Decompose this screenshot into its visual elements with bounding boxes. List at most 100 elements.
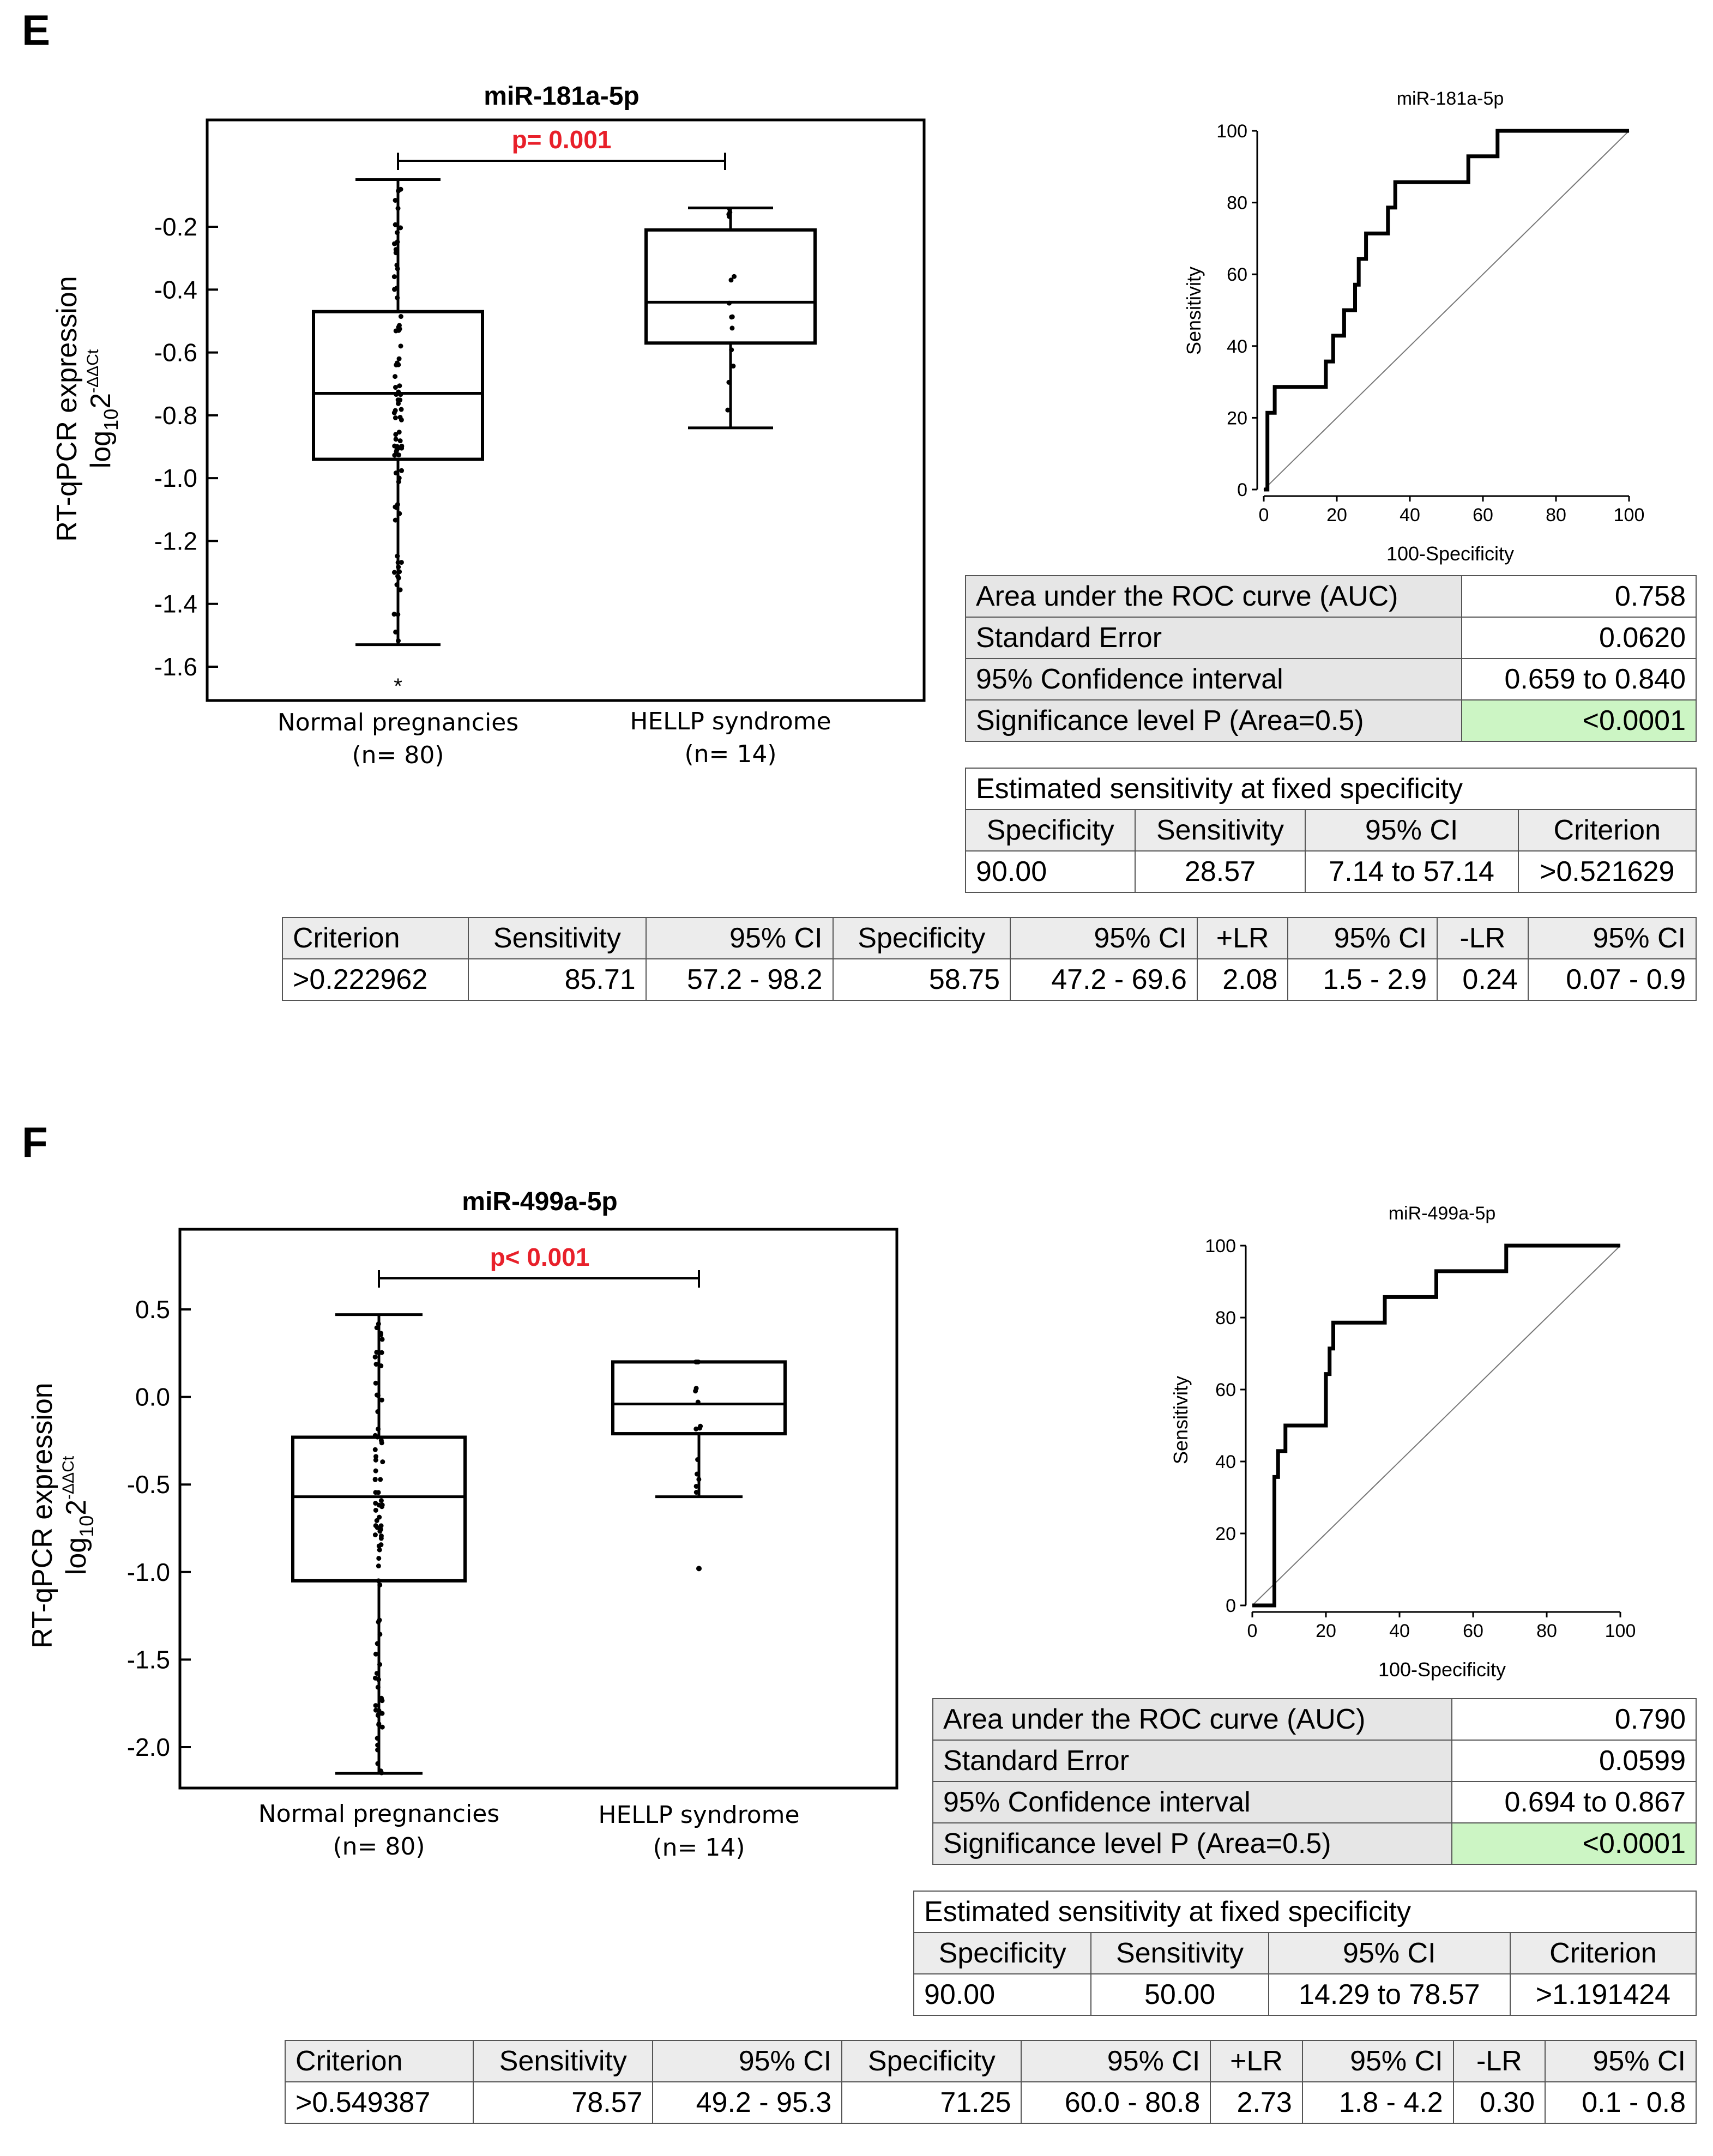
y-tick-label: -1.5	[127, 1645, 170, 1674]
y-tick-label: 0.0	[135, 1383, 170, 1411]
p-value: <0.0001	[1461, 699, 1697, 742]
data-point	[393, 415, 398, 420]
data-point	[375, 1684, 381, 1690]
roc-y-tick-label: 40	[1215, 1452, 1236, 1472]
data-point	[695, 1457, 701, 1463]
auc-value: 0.758	[1461, 575, 1697, 618]
roc-y-tick-label: 60	[1227, 264, 1247, 285]
crit-header: 95% CI	[1301, 2040, 1454, 2082]
y-tick-label: -0.5	[127, 1470, 170, 1499]
data-point	[726, 379, 732, 385]
data-point	[399, 468, 405, 473]
crit-header: Sensitivity	[468, 917, 647, 959]
est-table-title: Estimated sensitivity at fixed specifici…	[913, 1891, 1697, 1933]
data-point	[374, 1518, 379, 1523]
data-point	[397, 383, 402, 389]
p-label: Significance level P (Area=0.5)	[965, 699, 1462, 742]
data-point	[372, 1354, 378, 1360]
auc-label: Area under the ROC curve (AUC)	[965, 575, 1462, 618]
data-point	[393, 385, 398, 390]
y-tick-label: -1.0	[127, 1558, 170, 1586]
data-point	[732, 274, 737, 279]
data-point	[377, 1514, 382, 1520]
data-point	[696, 1477, 702, 1482]
roc-y-tick-label: 80	[1215, 1308, 1236, 1328]
roc-x-tick-label: 60	[1473, 505, 1493, 526]
data-point	[376, 1426, 381, 1432]
roc-e-ylabel: Sensitivity	[1183, 267, 1205, 355]
data-point	[374, 1350, 379, 1355]
data-point	[729, 347, 734, 353]
crit-header: 95% CI	[1545, 2040, 1697, 2082]
boxplot-f-pvalue: p< 0.001	[490, 1243, 590, 1271]
roc-reference-line	[1252, 1245, 1621, 1606]
boxplot-f-group2-n: (n= 14)	[653, 1834, 745, 1862]
roc-e-plot: 00 20 20 40 40 60 60 80 80 100 100	[1216, 121, 1644, 526]
data-point	[378, 1542, 384, 1548]
crit-header: Specificity	[841, 2040, 1022, 2082]
data-point	[379, 1440, 384, 1446]
box	[644, 228, 817, 345]
data-point	[396, 389, 401, 395]
data-point	[377, 1617, 382, 1623]
se-value: 0.0620	[1461, 617, 1697, 659]
data-point	[393, 374, 398, 379]
data-point	[393, 629, 399, 635]
p-value: <0.0001	[1451, 1822, 1697, 1865]
data-point	[375, 1434, 380, 1440]
data-point	[373, 1501, 378, 1506]
data-point	[394, 360, 400, 366]
box	[611, 1360, 787, 1436]
data-point	[379, 1397, 384, 1403]
data-point	[397, 569, 402, 575]
crit-cell: 0.07 - 0.9	[1527, 958, 1697, 1001]
crit-header: 95% CI	[1527, 917, 1697, 959]
crit-header: Criterion	[281, 917, 469, 959]
data-point	[378, 1768, 383, 1774]
data-point	[379, 1337, 385, 1342]
roc-y-tick-label: 20	[1215, 1524, 1236, 1544]
data-point	[394, 582, 400, 588]
est-table-f: Estimated sensitivity at fixed specifici…	[913, 1891, 1697, 2016]
est-cell: 7.14 to 57.14	[1304, 850, 1519, 893]
crit-cell: 60.0 - 80.8	[1021, 2081, 1211, 2124]
data-point	[731, 364, 736, 369]
data-point	[376, 1490, 381, 1495]
svg-text:log102-ΔΔCt: log102-ΔΔCt	[84, 349, 122, 468]
data-point	[397, 438, 403, 444]
est-cell: 90.00	[964, 850, 1136, 893]
roc-y-tick-label: 0	[1226, 1596, 1236, 1616]
roc-x-tick-label: 60	[1463, 1621, 1483, 1641]
data-point	[395, 573, 401, 579]
est-table-title: Estimated sensitivity at fixed specifici…	[965, 768, 1697, 810]
crit-cell: 47.2 - 69.6	[1010, 958, 1198, 1001]
crit-header: 95% CI	[1021, 2040, 1211, 2082]
est-cell: 90.00	[913, 1973, 1092, 2016]
est-header: Sensitivity	[1090, 1932, 1269, 1974]
data-point	[375, 1713, 381, 1718]
data-point	[399, 417, 404, 422]
crit-cell: 85.71	[468, 958, 647, 1001]
se-value: 0.0599	[1451, 1740, 1697, 1782]
data-point	[393, 437, 399, 442]
crit-cell: >0.549387	[284, 2081, 474, 2124]
data-point	[393, 328, 399, 334]
crit-header: Sensitivity	[473, 2040, 654, 2082]
crit-cell: 2.08	[1196, 958, 1289, 1001]
data-point	[395, 266, 400, 271]
data-point	[695, 1471, 700, 1477]
auc-table-e: Area under the ROC curve (AUC) 0.758 Stan…	[965, 575, 1697, 742]
boxplot-e-frame	[206, 118, 926, 702]
data-point	[395, 295, 400, 300]
roc-e-xlabel: 100-Specificity	[1386, 542, 1514, 565]
data-point	[399, 560, 404, 565]
crit-cell: 1.8 - 4.2	[1301, 2081, 1454, 2124]
boxplot-f-ylabel: RT-qPCR expression log102-ΔΔCt	[27, 1382, 98, 1648]
data-point	[396, 356, 402, 361]
y-tick-label: -1.2	[154, 527, 197, 555]
svg-text:log102-ΔΔCt: log102-ΔΔCt	[59, 1456, 98, 1575]
data-point	[374, 1325, 379, 1331]
ci-label: 95% Confidence interval	[932, 1781, 1452, 1823]
boxplot-f-title: miR-499a-5p	[462, 1187, 617, 1216]
data-point	[380, 1459, 385, 1465]
